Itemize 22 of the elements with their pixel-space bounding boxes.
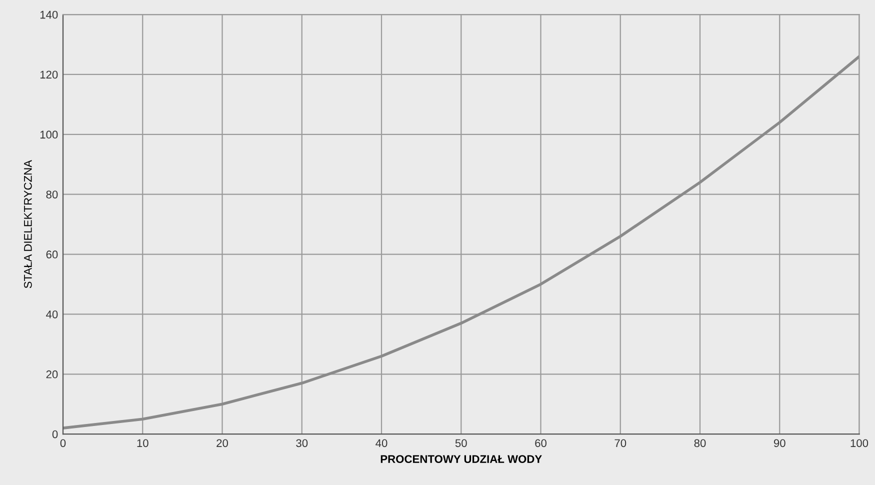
x-tick-label: 40 xyxy=(376,439,388,448)
line-series xyxy=(63,55,860,430)
y-tick-label: 100 xyxy=(40,130,58,139)
x-axis-title: PROCENTOWY UDZIAŁ WODY xyxy=(380,455,542,464)
y-tick-label: 80 xyxy=(46,190,58,198)
x-tick-label: 60 xyxy=(535,439,546,448)
y-axis-title: STAŁA DIELEKTRYCZNA xyxy=(24,160,32,288)
x-tick-label: 50 xyxy=(455,439,467,448)
x-tick-label: 20 xyxy=(216,439,228,448)
y-tick-label: 0 xyxy=(52,430,58,438)
y-tick-label: 60 xyxy=(46,250,58,258)
x-tick-label: 100 xyxy=(850,439,868,448)
x-tick-label: 0 xyxy=(60,439,66,448)
x-tick-label: 10 xyxy=(137,439,148,448)
x-tick-label: 80 xyxy=(694,439,706,448)
y-tick-label: 140 xyxy=(40,10,58,19)
y-tick-label: 20 xyxy=(46,370,58,378)
x-tick-label: 70 xyxy=(614,439,626,448)
y-tick-label: 120 xyxy=(40,70,58,79)
x-tick-label: 90 xyxy=(774,439,786,448)
x-tick-label: 30 xyxy=(296,439,308,448)
y-tick-label: 40 xyxy=(46,310,58,318)
